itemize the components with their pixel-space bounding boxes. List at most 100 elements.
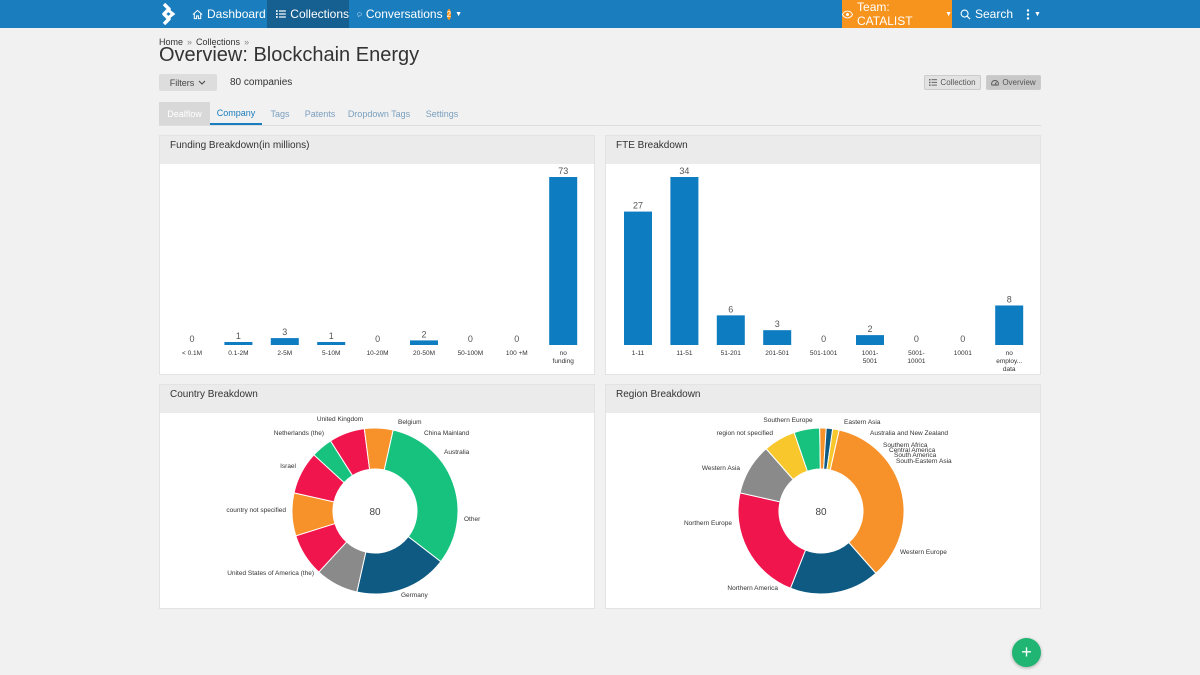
tab-company[interactable]: Company bbox=[210, 102, 262, 125]
bar[interactable] bbox=[995, 305, 1024, 345]
category-label: 10-20M bbox=[367, 350, 389, 357]
team-label: Team: CATALIST bbox=[857, 0, 913, 28]
category-label: data bbox=[1003, 366, 1016, 373]
search-icon bbox=[960, 9, 971, 20]
list-icon bbox=[276, 10, 286, 18]
bar-value-label: 6 bbox=[728, 304, 733, 314]
nav-collections-label: Collections bbox=[290, 7, 349, 21]
dashboard-gauge-icon bbox=[991, 80, 1000, 86]
bar[interactable] bbox=[549, 177, 578, 345]
bar[interactable] bbox=[410, 340, 438, 345]
pie-slice[interactable] bbox=[383, 429, 459, 563]
category-label: 2-5M bbox=[277, 350, 292, 357]
tab-dropdown-tags[interactable]: Dropdown Tags bbox=[347, 108, 411, 119]
company-count: 80 companies bbox=[230, 77, 293, 88]
slice-label: region not specified bbox=[717, 430, 774, 437]
slice-label: Northern America bbox=[727, 585, 778, 592]
bar-value-label: 0 bbox=[468, 334, 473, 344]
pie-slice[interactable] bbox=[737, 492, 807, 589]
category-label: 50-100M bbox=[458, 350, 484, 357]
panel-title: Country Breakdown bbox=[160, 385, 594, 413]
overview-view-button[interactable]: Overview bbox=[986, 75, 1041, 90]
slice-label: South America bbox=[894, 452, 937, 459]
bar[interactable] bbox=[317, 342, 346, 345]
panel-title: Region Breakdown bbox=[606, 385, 1040, 413]
overview-view-label: Overview bbox=[1002, 78, 1036, 87]
bar-value-label: 0 bbox=[375, 334, 380, 344]
slice-label: China Mainland bbox=[424, 430, 470, 437]
region-donut-chart: 80 Western Europe Northern America Northern… bbox=[684, 417, 952, 595]
category-label: employ... bbox=[996, 358, 1022, 365]
nav-dashboard[interactable]: Dashboard bbox=[192, 0, 267, 28]
breadcrumb-home[interactable]: Home bbox=[159, 37, 184, 47]
chevron-right-icon: » bbox=[244, 37, 250, 47]
pie-slice[interactable] bbox=[829, 429, 905, 574]
category-label: no bbox=[560, 350, 568, 357]
bar-value-label: 8 bbox=[1007, 294, 1012, 304]
category-label: 20-50M bbox=[413, 350, 435, 357]
app-logo-icon[interactable] bbox=[156, 3, 180, 25]
funding-bar-chart: 0 < 0.1M 1 0.1-2M 3 2-5M 1 5-10M 0 10-20M 2 20-50M 0… bbox=[182, 166, 578, 365]
slice-label: Western Asia bbox=[702, 465, 741, 472]
chevron-right-icon: » bbox=[187, 37, 193, 47]
tab-patents[interactable]: Patents bbox=[304, 108, 336, 119]
nav-search[interactable]: Search bbox=[960, 0, 1020, 28]
slice-label: Belgium bbox=[398, 419, 421, 426]
bar-value-label: 27 bbox=[633, 201, 643, 211]
more-menu[interactable]: ▼ bbox=[1026, 0, 1046, 28]
category-label: 5001 bbox=[863, 358, 878, 365]
slice-label: South-Eastern Asia bbox=[896, 458, 952, 465]
team-selector[interactable]: Team: CATALIST ▼ bbox=[842, 0, 952, 28]
chevron-down-icon: ▼ bbox=[1034, 10, 1041, 18]
slice-label: Germany bbox=[401, 592, 428, 599]
slice-label: Australia and New Zealand bbox=[870, 430, 948, 437]
category-label: 1-11 bbox=[632, 350, 645, 357]
category-label: 5-10M bbox=[322, 350, 340, 357]
tab-dealflow[interactable]: Dealflow bbox=[159, 102, 210, 125]
category-label: 51-201 bbox=[721, 350, 742, 357]
category-label: 0.1-2M bbox=[228, 350, 248, 357]
filters-button[interactable]: Filters bbox=[159, 74, 217, 91]
pie-slice[interactable] bbox=[826, 428, 840, 471]
category-label: 201-501 bbox=[765, 350, 789, 357]
donut-center-total: 80 bbox=[369, 507, 381, 518]
slice-label: Central America bbox=[889, 447, 936, 454]
slice-label: United States of America (the) bbox=[227, 570, 314, 577]
pie-slice[interactable] bbox=[363, 427, 394, 471]
nav-conversations[interactable]: Conversations 2 ▼ bbox=[357, 0, 462, 28]
add-fab-button[interactable]: + bbox=[1012, 638, 1041, 667]
bar[interactable] bbox=[763, 330, 792, 345]
slice-label: Israel bbox=[280, 463, 296, 470]
slice-label: Australia bbox=[444, 449, 470, 456]
home-icon bbox=[192, 9, 203, 19]
bar[interactable] bbox=[716, 315, 745, 345]
bar-value-label: 0 bbox=[821, 334, 826, 344]
bar[interactable] bbox=[624, 211, 652, 345]
filters-label: Filters bbox=[169, 77, 195, 88]
bar[interactable] bbox=[856, 335, 884, 345]
slice-label: Eastern Asia bbox=[844, 419, 881, 426]
category-label: 10001 bbox=[907, 358, 925, 365]
nav-collections[interactable]: Collections bbox=[267, 0, 349, 28]
slice-label: country not specified bbox=[226, 507, 286, 514]
tab-tags[interactable]: Tags bbox=[270, 108, 290, 119]
bar[interactable] bbox=[224, 342, 253, 345]
nav-conversations-label: Conversations bbox=[365, 7, 443, 21]
tab-settings[interactable]: Settings bbox=[425, 108, 459, 119]
bar-value-label: 34 bbox=[679, 166, 689, 176]
collection-view-button[interactable]: Collection bbox=[924, 75, 981, 90]
slice-label: Southern Europe bbox=[763, 417, 813, 424]
bar-value-label: 2 bbox=[867, 324, 872, 334]
conversations-badge: 2 bbox=[446, 8, 452, 20]
funding-panel: Funding Breakdown(in millions) 0 < 0.1M 1 0… bbox=[159, 135, 595, 375]
fte-bar-chart: 27 1-11 34 11-51 6 51-201 3 201-501 0 501-1001 2 10… bbox=[624, 166, 1024, 373]
bar-value-label: 1 bbox=[329, 331, 334, 341]
breadcrumb-collections[interactable]: Collections bbox=[196, 37, 241, 47]
bar[interactable] bbox=[670, 177, 699, 345]
slice-label: Netherlands (the) bbox=[274, 430, 324, 437]
bar-value-label: 1 bbox=[236, 331, 241, 341]
category-label: 501-1001 bbox=[810, 350, 838, 357]
panel-title: FTE Breakdown bbox=[606, 136, 1040, 164]
bar[interactable] bbox=[270, 338, 299, 345]
slice-label: United Kingdom bbox=[317, 416, 363, 423]
